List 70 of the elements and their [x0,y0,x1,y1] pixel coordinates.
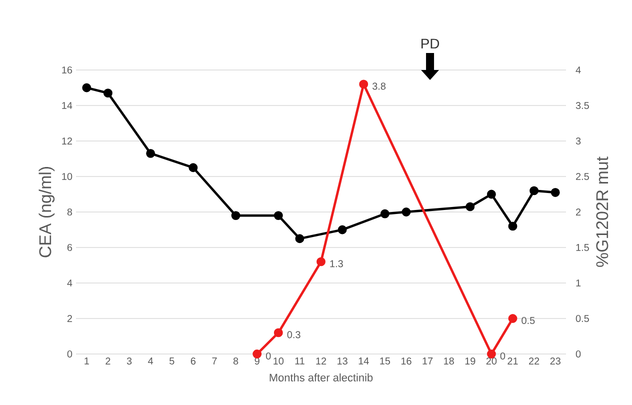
x-tick-label: 20 [486,358,497,365]
point [550,188,560,197]
x-tick-label: 3 [126,358,132,365]
x-tick-label: 17 [422,358,433,364]
y-tick-label: 4 [67,280,72,286]
data-label: 1.3 [330,260,343,268]
x-tick-label: 18 [444,358,454,365]
y2-tick-label: 1.5 [576,244,589,251]
x-tick-label: 23 [550,358,560,365]
point [316,257,326,266]
x-tick-label: 15 [380,358,390,364]
y-tick-label: 14 [62,102,72,109]
y2-tick-label: 2.5 [576,172,589,180]
point [274,211,283,220]
y2-tick-label: 3.5 [576,102,589,110]
point [466,202,475,212]
x-tick-label: 7 [212,358,217,364]
data-label: 0.3 [287,331,300,338]
point [274,328,283,338]
point [530,186,539,196]
x-tick-label: 16 [401,358,412,365]
y-tick-label: 12 [62,138,72,144]
x-axis-title: Months after alectinib [270,373,373,382]
point [188,163,198,172]
x-tick-label: 1 [84,358,89,364]
x-tick-label: 4 [148,358,154,364]
point [231,211,240,220]
point [252,350,262,358]
y-tick-label: 10 [62,172,72,180]
y-tick-label: 0 [67,350,72,358]
data-label: 0 [266,352,271,360]
x-tick-label: 13 [338,358,348,365]
y2-tick-label: 4 [576,66,581,74]
y2-tick-label: 2 [576,208,581,216]
x-tick-label: 8 [233,358,238,365]
x-tick-label: 2 [106,358,110,364]
x-tick-label: 11 [295,358,304,364]
point [338,225,347,234]
y2-axis-title: %G1202R mut [596,156,608,267]
x-tick-label: 22 [529,358,540,364]
data-label: 0.5 [522,316,535,324]
point [103,88,112,98]
point [486,190,496,199]
y-axis-title: CEA (ng/ml) [38,166,55,258]
x-tick-label: 21 [508,358,518,364]
point [380,209,390,218]
point [402,208,411,216]
point [146,148,156,158]
x-tick-label: 6 [190,358,196,365]
x-tick-label: 14 [358,358,369,364]
point [359,80,368,89]
x-tick-label: 12 [316,358,326,364]
y2-tick-label: 3 [576,137,581,145]
point [508,222,518,231]
y-tick-label: 8 [67,208,72,216]
x-tick-label: 10 [274,358,284,365]
data-label: 0 [500,352,506,360]
x-tick-label: 19 [465,358,476,365]
y2-tick-label: 0 [576,350,581,358]
data-label: 3.8 [372,82,386,90]
y-tick-label: 16 [62,66,72,74]
y2-tick-label: 0.5 [576,314,589,322]
point [508,314,518,323]
y2-tick-label: 1 [576,280,581,286]
text: PD [421,38,440,48]
y-tick-label: 2 [67,315,72,322]
point [295,234,304,244]
x-tick-label: 5 [170,358,174,364]
y-tick-label: 6 [67,244,72,252]
point [82,83,92,92]
